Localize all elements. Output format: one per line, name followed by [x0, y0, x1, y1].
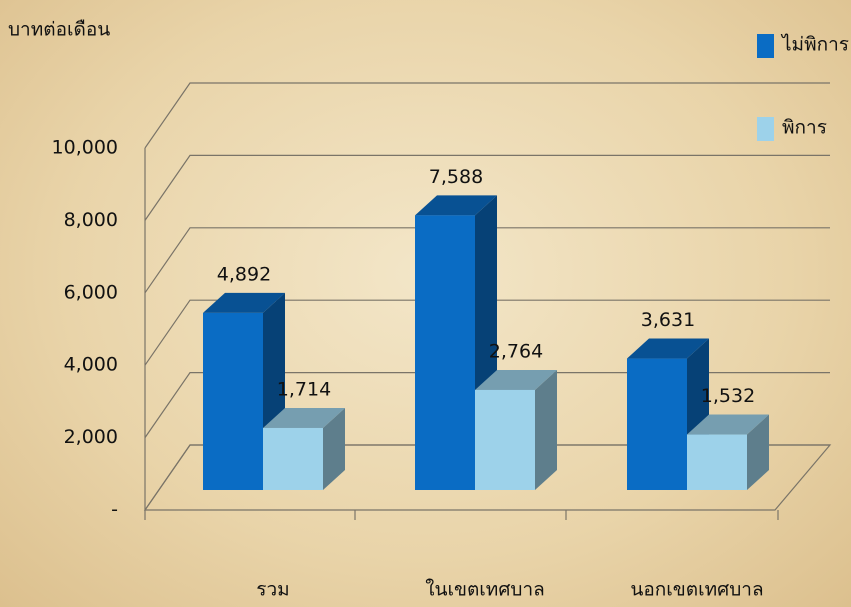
- bar: [263, 408, 345, 490]
- bar-front: [415, 215, 475, 490]
- x-tick-label: ในเขตเทศบาล: [425, 579, 545, 601]
- y-tick-label: -: [111, 499, 118, 521]
- y-tick-label: 8,000: [64, 209, 118, 231]
- grid-line: [145, 83, 830, 148]
- y-tick-label: 2,000: [64, 426, 118, 448]
- legend-label: พิการ: [782, 117, 827, 139]
- bar: [687, 415, 769, 490]
- bar: [475, 370, 557, 490]
- value-label: 2,764: [489, 340, 543, 362]
- value-label: 4,892: [217, 263, 271, 285]
- value-label: 3,631: [641, 309, 695, 331]
- bar-front: [263, 428, 323, 490]
- legend-swatch: [757, 34, 774, 58]
- chart: บาทต่อเดือน - 2,000 4,000 6,000 8,000 10,000 ร…: [0, 0, 851, 607]
- x-tick-label: นอกเขตเทศบาล: [630, 579, 763, 601]
- bar-front: [627, 359, 687, 490]
- bar-front: [475, 390, 535, 490]
- y-tick-label: 6,000: [64, 281, 118, 303]
- legend-label: ไม่พิการ: [780, 34, 849, 56]
- bar-front: [203, 313, 263, 490]
- x-tick-label: รวม: [256, 579, 289, 601]
- value-label: 1,714: [277, 378, 331, 400]
- legend-swatch: [757, 117, 774, 141]
- bar-front: [687, 435, 747, 490]
- value-label: 7,588: [429, 166, 483, 188]
- bar-side: [535, 370, 557, 490]
- y-axis-label: บาทต่อเดือน: [8, 19, 110, 41]
- y-tick-label: 4,000: [64, 354, 118, 376]
- value-label: 1,532: [701, 385, 755, 407]
- y-tick-label: 10,000: [52, 137, 118, 159]
